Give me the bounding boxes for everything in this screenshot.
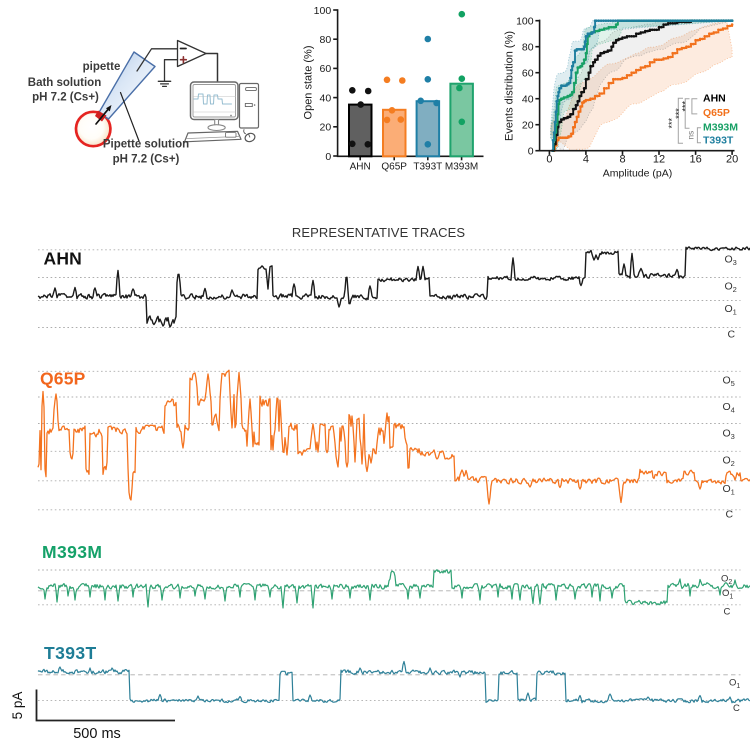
svg-text:100: 100 bbox=[516, 16, 534, 28]
svg-text:REPRESENTATIVE TRACES: REPRESENTATIVE TRACES bbox=[292, 225, 466, 240]
svg-text:80: 80 bbox=[522, 42, 534, 54]
svg-text:AHN: AHN bbox=[350, 162, 371, 173]
svg-text:AHN: AHN bbox=[44, 249, 83, 269]
svg-text:T393T: T393T bbox=[413, 162, 442, 173]
svg-text:Q65P: Q65P bbox=[703, 107, 730, 119]
svg-text:C: C bbox=[728, 329, 736, 341]
svg-text:40: 40 bbox=[320, 92, 332, 104]
svg-text:16: 16 bbox=[689, 154, 701, 166]
svg-text:***: *** bbox=[674, 108, 684, 119]
svg-text:40: 40 bbox=[522, 94, 534, 106]
svg-text:20: 20 bbox=[522, 120, 534, 132]
svg-text:Pipette solution: Pipette solution bbox=[103, 139, 189, 151]
svg-text:O1: O1 bbox=[729, 678, 740, 691]
svg-text:M393M: M393M bbox=[445, 162, 478, 173]
svg-text:4: 4 bbox=[583, 154, 589, 166]
svg-text:C: C bbox=[724, 607, 731, 618]
svg-text:***: *** bbox=[681, 101, 691, 112]
svg-text:500 ms: 500 ms bbox=[73, 726, 121, 742]
svg-text:12: 12 bbox=[653, 154, 665, 166]
svg-text:Open state (%): Open state (%) bbox=[302, 46, 314, 120]
svg-text:0: 0 bbox=[546, 154, 552, 166]
svg-text:0: 0 bbox=[325, 151, 331, 163]
svg-text:O1: O1 bbox=[722, 588, 733, 601]
svg-text:100: 100 bbox=[314, 5, 332, 17]
svg-text:O2: O2 bbox=[721, 574, 732, 587]
svg-text:T393T: T393T bbox=[44, 643, 97, 663]
svg-text:80: 80 bbox=[320, 34, 332, 46]
svg-text:Q65P: Q65P bbox=[40, 369, 86, 389]
svg-text:M393M: M393M bbox=[42, 542, 102, 562]
svg-text:60: 60 bbox=[522, 68, 534, 80]
svg-text:pH 7.2 (Cs+): pH 7.2 (Cs+) bbox=[32, 92, 99, 104]
svg-text:ns: ns bbox=[685, 131, 695, 140]
svg-text:Q65P: Q65P bbox=[381, 162, 407, 173]
svg-text:20: 20 bbox=[726, 154, 738, 166]
svg-text:Bath solution: Bath solution bbox=[28, 77, 101, 89]
svg-text:C: C bbox=[726, 509, 734, 521]
svg-text:T393T: T393T bbox=[703, 135, 734, 147]
svg-text:8: 8 bbox=[619, 154, 625, 166]
svg-text:***: *** bbox=[667, 118, 677, 129]
svg-text:C: C bbox=[733, 703, 740, 714]
svg-text:M393M: M393M bbox=[703, 121, 738, 133]
svg-text:60: 60 bbox=[320, 63, 332, 75]
svg-text:AHN: AHN bbox=[703, 93, 726, 105]
svg-text:pipette: pipette bbox=[83, 61, 121, 73]
svg-text:Events distribution (%): Events distribution (%) bbox=[504, 31, 516, 141]
svg-text:5 pA: 5 pA bbox=[10, 692, 25, 720]
svg-text:pH 7.2 (Cs+): pH 7.2 (Cs+) bbox=[113, 154, 180, 166]
svg-text:0: 0 bbox=[528, 146, 534, 158]
svg-text:20: 20 bbox=[320, 122, 332, 134]
svg-text:Amplitude (pA): Amplitude (pA) bbox=[603, 168, 672, 180]
